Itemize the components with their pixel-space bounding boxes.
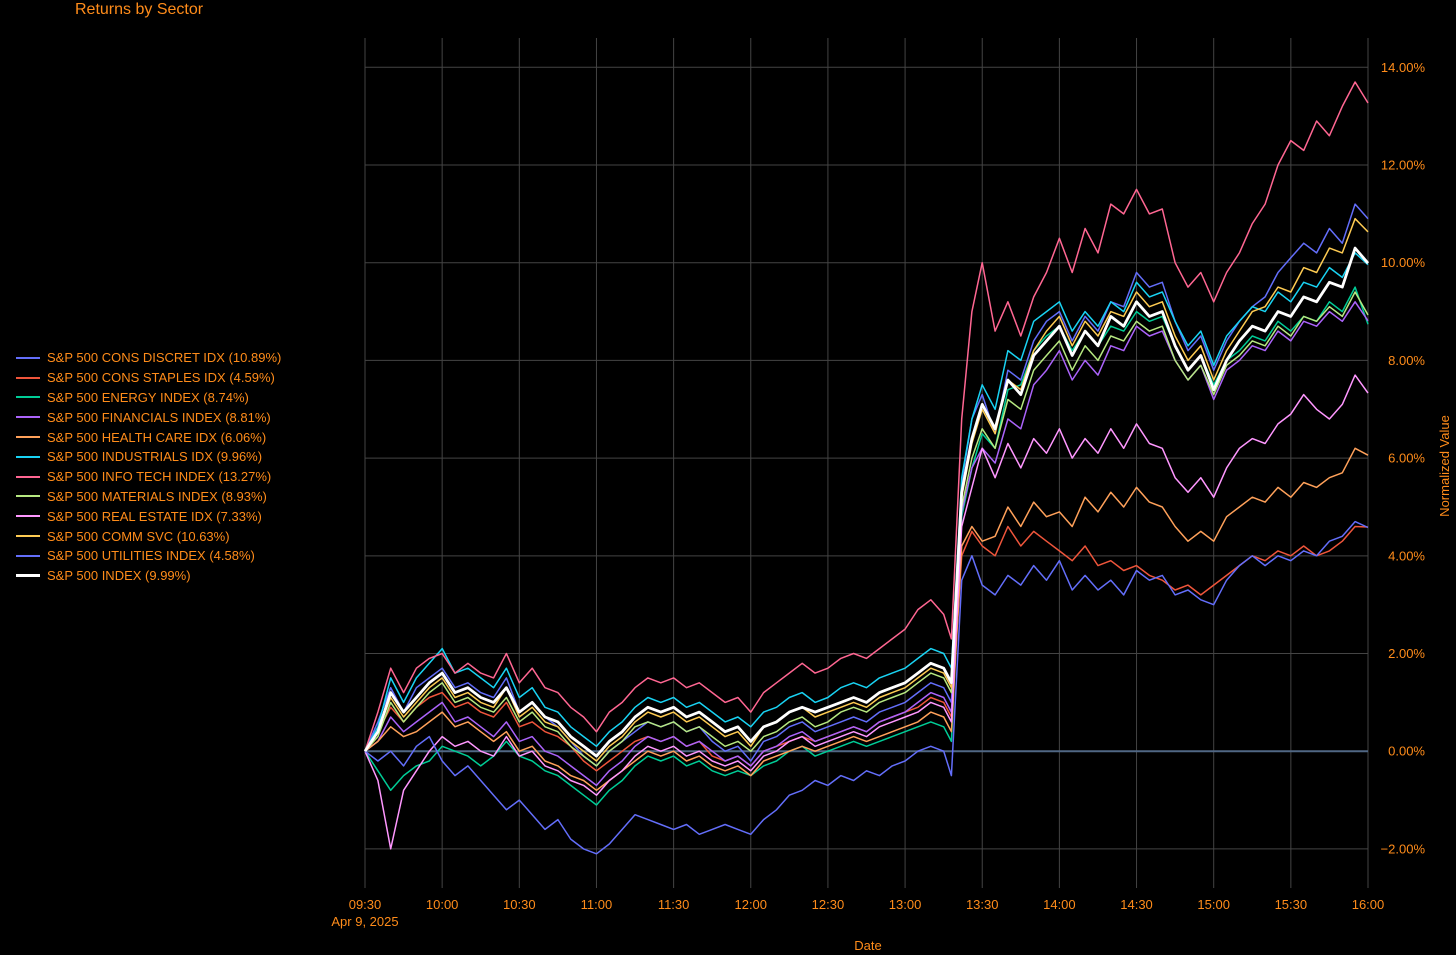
x-axis-label: Date bbox=[854, 938, 881, 953]
legend-label: S&P 500 INDEX (9.99%) bbox=[47, 568, 191, 584]
x-tick-label: 15:00 bbox=[1197, 897, 1230, 912]
legend-swatch bbox=[16, 475, 40, 478]
legend-item[interactable]: S&P 500 CONS DISCRET IDX (10.89%) bbox=[16, 348, 346, 368]
series-lines bbox=[363, 81, 1370, 855]
legend-swatch bbox=[16, 436, 40, 439]
legend-item[interactable]: S&P 500 COMM SVC (10.63%) bbox=[16, 526, 346, 546]
x-tick-label: 11:00 bbox=[581, 897, 613, 912]
legend-swatch bbox=[16, 535, 40, 538]
y-axis-label: Normalized Value bbox=[1437, 415, 1452, 517]
x-tick-label: 11:30 bbox=[658, 897, 690, 912]
series-line-3 bbox=[364, 301, 1369, 787]
series-line-2 bbox=[364, 286, 1369, 806]
legend-item[interactable]: S&P 500 FINANCIALS INDEX (8.81%) bbox=[16, 407, 346, 427]
y-tick-label: 10.00% bbox=[1381, 255, 1426, 270]
series-line-9 bbox=[364, 217, 1369, 762]
legend: S&P 500 CONS DISCRET IDX (10.89%) S&P 500… bbox=[16, 348, 346, 586]
x-tick-label: 16:00 bbox=[1352, 897, 1385, 912]
legend-label: S&P 500 CONS STAPLES IDX (4.59%) bbox=[47, 370, 275, 386]
x-tick-label: 10:00 bbox=[426, 897, 459, 912]
y-tick-label: 4.00% bbox=[1388, 548, 1425, 563]
legend-swatch bbox=[16, 376, 40, 379]
legend-item[interactable]: S&P 500 CONS STAPLES IDX (4.59%) bbox=[16, 368, 346, 388]
y-tick-label: 8.00% bbox=[1388, 353, 1425, 368]
series-line-6 bbox=[364, 81, 1369, 752]
y-tick-label: 2.00% bbox=[1388, 646, 1425, 661]
legend-item[interactable]: S&P 500 ENERGY INDEX (8.74%) bbox=[16, 388, 346, 408]
legend-swatch bbox=[16, 356, 40, 359]
series-line-7 bbox=[364, 291, 1369, 767]
legend-label: S&P 500 ENERGY INDEX (8.74%) bbox=[47, 389, 249, 405]
y-tick-label: 14.00% bbox=[1381, 60, 1426, 75]
series-line-11 bbox=[363, 246, 1370, 758]
y-tick-label: −2.00% bbox=[1381, 841, 1426, 856]
x-tick-label: 13:00 bbox=[889, 897, 922, 912]
legend-swatch bbox=[16, 455, 40, 458]
legend-item[interactable]: S&P 500 MATERIALS INDEX (8.93%) bbox=[16, 487, 346, 507]
legend-label: S&P 500 REAL ESTATE IDX (7.33%) bbox=[47, 508, 262, 524]
series-line-0 bbox=[364, 203, 1369, 767]
legend-label: S&P 500 HEALTH CARE IDX (6.06%) bbox=[47, 429, 267, 445]
legend-item[interactable]: S&P 500 UTILITIES INDEX (4.58%) bbox=[16, 546, 346, 566]
legend-label: S&P 500 MATERIALS INDEX (8.93%) bbox=[47, 488, 267, 504]
series-line-8 bbox=[364, 374, 1369, 850]
legend-label: S&P 500 FINANCIALS INDEX (8.81%) bbox=[47, 409, 271, 425]
legend-swatch bbox=[16, 515, 40, 518]
legend-swatch bbox=[16, 554, 40, 557]
grid-lines bbox=[364, 38, 1369, 888]
y-tick-label: 12.00% bbox=[1381, 158, 1426, 173]
series-line-1 bbox=[364, 525, 1369, 772]
x-tick-label: 09:30 bbox=[349, 897, 382, 912]
chart-title: Returns by Sector bbox=[75, 1, 204, 18]
legend-swatch bbox=[16, 495, 40, 498]
x-tick-label: 13:30 bbox=[966, 897, 999, 912]
legend-item[interactable]: S&P 500 REAL ESTATE IDX (7.33%) bbox=[16, 506, 346, 526]
series-line-5 bbox=[364, 252, 1369, 752]
x-tick-label: 15:30 bbox=[1275, 897, 1308, 912]
legend-swatch bbox=[16, 416, 40, 419]
legend-label: S&P 500 INDUSTRIALS IDX (9.96%) bbox=[47, 449, 263, 465]
legend-swatch bbox=[16, 396, 40, 399]
x-tick-sublabel: Apr 9, 2025 bbox=[331, 914, 398, 929]
legend-swatch bbox=[16, 574, 40, 578]
y-axis-ticks: −2.00% 0.00% 2.00% 4.00% 6.00% 8.00% 10.00% 12.… bbox=[1381, 60, 1426, 857]
x-axis-ticks: 09:30 Apr 9, 2025 10:00 10:30 11:00 11:30 12:0… bbox=[331, 897, 1384, 929]
legend-label: S&P 500 CONS DISCRET IDX (10.89%) bbox=[47, 350, 282, 366]
y-tick-label: 0.00% bbox=[1388, 744, 1425, 759]
legend-label: S&P 500 INFO TECH INDEX (13.27%) bbox=[47, 469, 272, 485]
x-tick-label: 14:30 bbox=[1120, 897, 1153, 912]
legend-item[interactable]: S&P 500 INFO TECH INDEX (13.27%) bbox=[16, 467, 346, 487]
x-tick-label: 14:00 bbox=[1043, 897, 1076, 912]
legend-label: S&P 500 COMM SVC (10.63%) bbox=[47, 528, 230, 544]
legend-label: S&P 500 UTILITIES INDEX (4.58%) bbox=[47, 548, 255, 564]
legend-item[interactable]: S&P 500 INDUSTRIALS IDX (9.96%) bbox=[16, 447, 346, 467]
y-tick-label: 6.00% bbox=[1388, 451, 1425, 466]
x-tick-label: 12:30 bbox=[812, 897, 845, 912]
x-tick-label: 10:30 bbox=[503, 897, 536, 912]
legend-item[interactable]: S&P 500 INDEX (9.99%) bbox=[16, 566, 346, 586]
legend-item[interactable]: S&P 500 HEALTH CARE IDX (6.06%) bbox=[16, 427, 346, 447]
series-line-10 bbox=[364, 520, 1369, 855]
series-line-4 bbox=[364, 447, 1369, 792]
x-tick-label: 12:00 bbox=[734, 897, 767, 912]
